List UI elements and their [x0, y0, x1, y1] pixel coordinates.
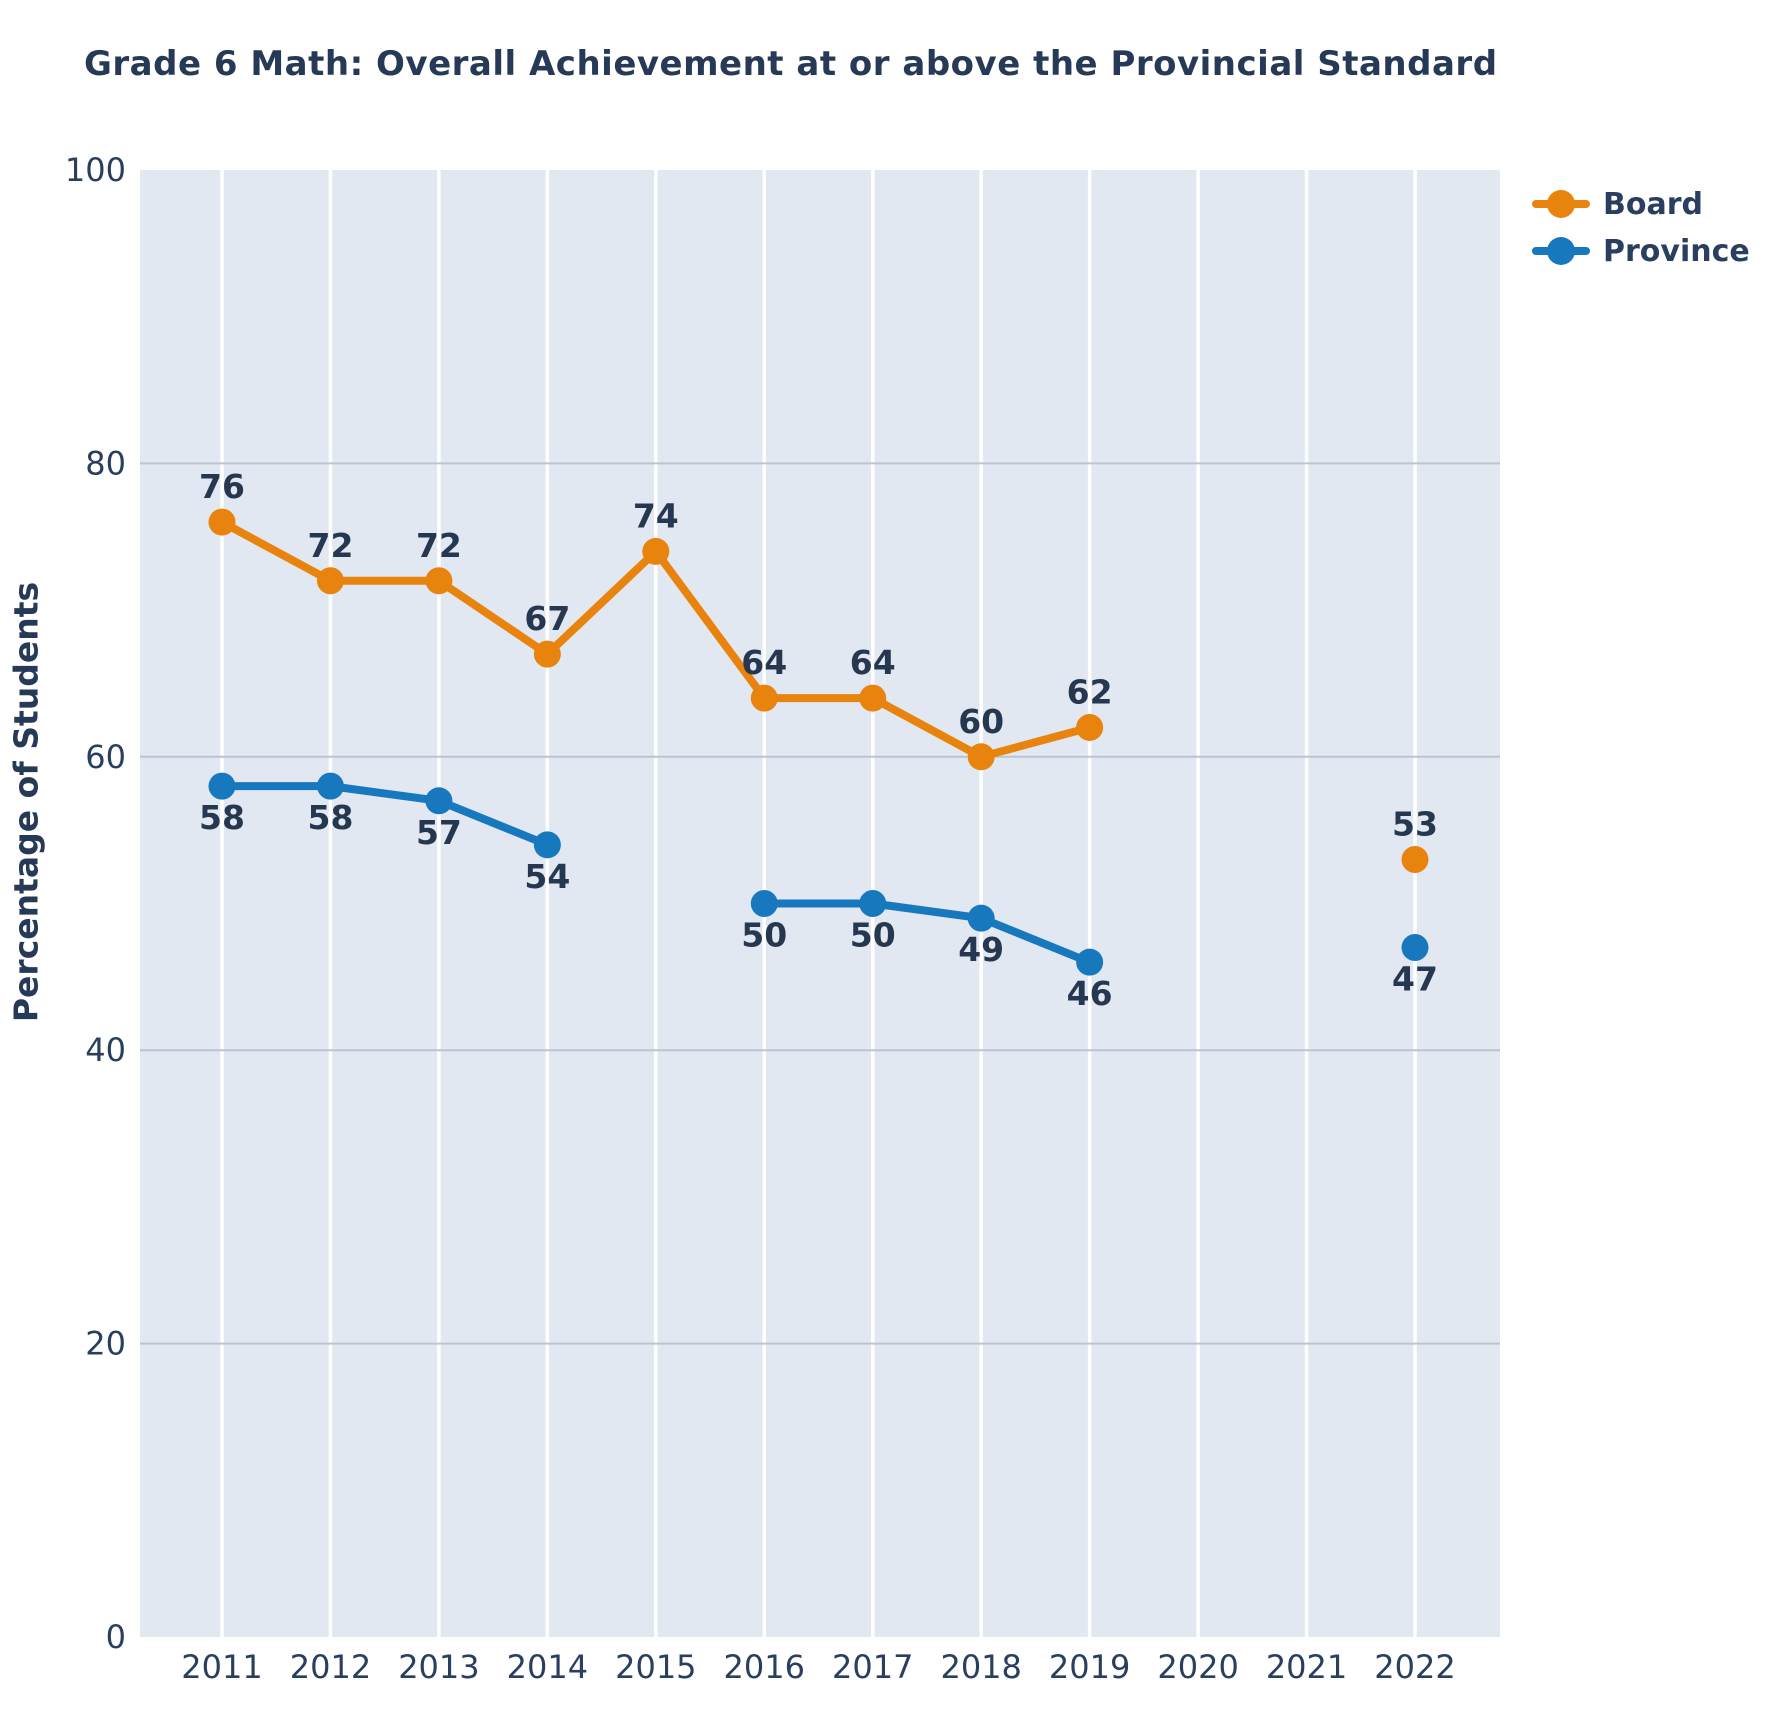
legend-label-board: Board: [1603, 186, 1703, 222]
x-tick-label-2018: 2018: [940, 1648, 1021, 1686]
chart-title: Grade 6 Math: Overall Achievement at or …: [84, 44, 1498, 84]
data-label-board-2016: 64: [741, 643, 787, 682]
data-label-board-2018: 60: [958, 702, 1004, 741]
data-point-board-2011[interactable]: [208, 508, 236, 536]
data-label-board-2015: 74: [633, 496, 679, 535]
data-label-province-2017: 50: [850, 916, 896, 955]
x-tick-label-2014: 2014: [507, 1648, 588, 1686]
x-tick-label-2011: 2011: [181, 1648, 262, 1686]
legend: Board Province: [1532, 186, 1750, 269]
series-line-province: [218, 782, 552, 849]
data-label-province-2019: 46: [1067, 974, 1113, 1013]
y-tick-label-0: 0: [106, 1618, 126, 1656]
y-tick-label-40: 40: [85, 1031, 126, 1069]
province-line-marker-icon: [1532, 237, 1590, 265]
data-point-province-2019[interactable]: [1076, 948, 1104, 976]
data-label-board-2013: 72: [416, 526, 462, 565]
legend-item-board[interactable]: Board: [1532, 186, 1750, 222]
data-point-province-2016[interactable]: [750, 890, 778, 917]
x-tick-label-2022: 2022: [1374, 1648, 1455, 1686]
y-tick-label-20: 20: [85, 1325, 126, 1363]
data-label-board-2012: 72: [307, 526, 353, 565]
data-point-province-2022[interactable]: [1401, 934, 1429, 962]
data-point-province-2018[interactable]: [967, 904, 995, 932]
x-tick-label-2013: 2013: [398, 1648, 479, 1686]
data-point-board-2014[interactable]: [533, 640, 561, 668]
x-tick-label-2017: 2017: [832, 1648, 913, 1686]
data-point-province-2011[interactable]: [208, 772, 236, 800]
x-tick-label-2020: 2020: [1157, 1648, 1238, 1686]
data-label-province-2013: 57: [416, 813, 462, 852]
data-point-board-2013[interactable]: [425, 567, 453, 595]
x-tick-label-2019: 2019: [1049, 1648, 1130, 1686]
legend-label-province: Province: [1603, 233, 1750, 269]
y-tick-label-60: 60: [85, 738, 126, 776]
y-tick-label-80: 80: [85, 444, 126, 482]
data-label-board-2022: 53: [1392, 804, 1438, 843]
data-point-board-2018[interactable]: [967, 743, 995, 771]
data-point-board-2015[interactable]: [642, 537, 670, 565]
data-label-board-2011: 76: [199, 467, 245, 506]
data-point-board-2012[interactable]: [316, 567, 344, 595]
data-point-province-2013[interactable]: [425, 787, 453, 815]
data-point-province-2014[interactable]: [533, 831, 561, 859]
data-point-board-2017[interactable]: [859, 684, 887, 712]
data-point-province-2017[interactable]: [859, 890, 887, 917]
data-label-province-2022: 47: [1392, 960, 1438, 999]
y-tick-label-100: 100: [65, 151, 126, 189]
data-label-province-2018: 49: [958, 930, 1004, 969]
data-point-board-2019[interactable]: [1076, 713, 1104, 741]
board-line-marker-icon: [1532, 190, 1590, 218]
x-tick-label-2016: 2016: [724, 1648, 805, 1686]
data-label-province-2016: 50: [741, 916, 787, 955]
data-point-province-2012[interactable]: [316, 772, 344, 800]
legend-item-province[interactable]: Province: [1532, 233, 1750, 269]
data-point-board-2022[interactable]: [1401, 845, 1429, 873]
x-tick-label-2012: 2012: [290, 1648, 371, 1686]
data-label-province-2012: 58: [307, 798, 353, 837]
data-point-board-2016[interactable]: [750, 684, 778, 712]
data-label-province-2014: 54: [524, 857, 570, 896]
x-tick-label-2021: 2021: [1266, 1648, 1347, 1686]
data-label-board-2014: 67: [524, 599, 570, 638]
data-label-board-2019: 62: [1067, 672, 1113, 711]
x-tick-label-2015: 2015: [615, 1648, 696, 1686]
data-label-province-2011: 58: [199, 798, 245, 837]
data-label-board-2017: 64: [850, 643, 896, 682]
series-line-province: [760, 899, 1094, 967]
